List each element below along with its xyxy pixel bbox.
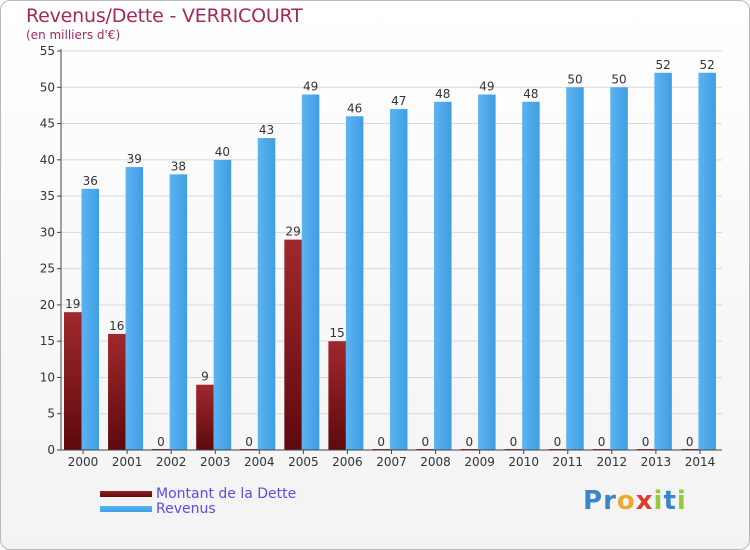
x-tick-label: 2009 (464, 455, 495, 469)
revenue-bar (434, 101, 452, 451)
debt-data-label: 16 (109, 319, 124, 333)
revenue-data-label: 43 (259, 123, 274, 137)
debt-data-label: 0 (377, 435, 385, 449)
revenue-data-label: 36 (83, 174, 98, 188)
revenue-data-label: 40 (215, 145, 230, 159)
debt-bar (196, 384, 214, 450)
legend: Montant de la Dette Revenus (100, 485, 297, 517)
y-tick-label: 20 (40, 298, 55, 312)
y-tick-label: 5 (47, 407, 55, 421)
debt-data-label: 0 (642, 435, 650, 449)
logo-letter: x (635, 486, 654, 516)
revenue-data-label: 49 (479, 80, 494, 94)
debt-data-label: 0 (686, 435, 694, 449)
debt-data-label: 29 (285, 225, 300, 239)
logo-letter: t (663, 486, 677, 516)
x-tick-label: 2011 (552, 455, 583, 469)
x-tick-label: 2005 (288, 455, 319, 469)
revenue-data-label: 47 (391, 94, 406, 108)
revenue-data-label: 49 (303, 80, 318, 94)
proxiti-logo: Proxiti (583, 486, 687, 516)
debt-data-label: 9 (201, 370, 209, 384)
revenue-data-label: 38 (171, 159, 186, 173)
revenue-bar (257, 138, 276, 450)
legend-swatch-revenue (100, 505, 152, 512)
x-tick-label: 2007 (376, 455, 407, 469)
legend-label-debt: Montant de la Dette (156, 485, 297, 502)
y-tick-label: 55 (40, 44, 55, 58)
debt-bar (284, 239, 302, 450)
revenue-bar (654, 72, 672, 450)
x-tick-label: 2001 (112, 455, 143, 469)
revenue-data-label: 50 (611, 72, 626, 86)
legend-item-debt: Montant de la Dette (100, 485, 297, 502)
revenue-bar (81, 188, 99, 450)
revenue-bar (125, 167, 144, 450)
revenue-bar (698, 72, 716, 450)
logo-letter: P (583, 486, 604, 516)
debt-data-label: 19 (65, 297, 80, 311)
x-tick-label: 2008 (420, 455, 451, 469)
x-tick-label: 2006 (332, 455, 363, 469)
debt-bar (64, 312, 82, 450)
y-tick-label: 25 (40, 262, 55, 276)
debt-data-label: 0 (245, 435, 253, 449)
y-tick-label: 0 (47, 443, 55, 457)
chart-subtitle: (en milliers d'€) (26, 28, 121, 42)
x-tick-label: 2010 (508, 455, 539, 469)
revenue-data-label: 50 (567, 72, 582, 86)
x-tick-label: 2002 (156, 455, 187, 469)
debt-data-label: 15 (330, 326, 345, 340)
debt-data-label: 0 (554, 435, 562, 449)
revenue-bar (345, 116, 364, 451)
debt-bar (108, 333, 126, 450)
y-tick-label: 45 (40, 117, 55, 131)
legend-swatch-debt (100, 490, 152, 497)
revenue-bar (213, 159, 232, 450)
revenue-bar (301, 94, 320, 450)
y-tick-label: 50 (40, 80, 55, 94)
revenue-bar (478, 94, 496, 450)
logo-letter: o (616, 486, 636, 516)
chart-title: Revenus/Dette - VERRICOURT (26, 5, 303, 27)
revenue-data-label: 46 (347, 101, 362, 115)
x-tick-label: 2013 (641, 455, 672, 469)
debt-data-label: 0 (598, 435, 606, 449)
revenue-bar (169, 174, 188, 450)
x-tick-label: 2014 (685, 455, 716, 469)
debt-data-label: 0 (466, 435, 474, 449)
revenue-data-label: 48 (435, 87, 450, 101)
logo-letter: r (603, 486, 617, 516)
x-tick-label: 2012 (597, 455, 628, 469)
revenue-data-label: 52 (700, 58, 715, 72)
revenue-data-label: 48 (523, 87, 538, 101)
legend-label-revenue: Revenus (156, 500, 216, 517)
debt-data-label: 0 (421, 435, 429, 449)
revenue-bar (522, 101, 540, 451)
y-tick-label: 40 (40, 153, 55, 167)
revenue-data-label: 52 (655, 58, 670, 72)
y-tick-label: 30 (40, 225, 55, 239)
revenue-bar (610, 87, 628, 450)
revenue-bar (566, 87, 584, 450)
x-tick-label: 2004 (244, 455, 275, 469)
debt-bar (328, 341, 346, 450)
legend-item-revenue: Revenus (100, 500, 296, 517)
x-tick-label: 2000 (68, 455, 99, 469)
debt-data-label: 0 (510, 435, 518, 449)
logo-letter: i (676, 486, 687, 516)
revenue-data-label: 39 (127, 152, 142, 166)
y-tick-label: 10 (40, 370, 55, 384)
revenue-bar (389, 109, 408, 450)
logo-letter: i (653, 486, 664, 516)
y-tick-label: 15 (40, 334, 55, 348)
y-tick-label: 35 (40, 189, 55, 203)
x-tick-label: 2003 (200, 455, 231, 469)
debt-data-label: 0 (157, 435, 165, 449)
